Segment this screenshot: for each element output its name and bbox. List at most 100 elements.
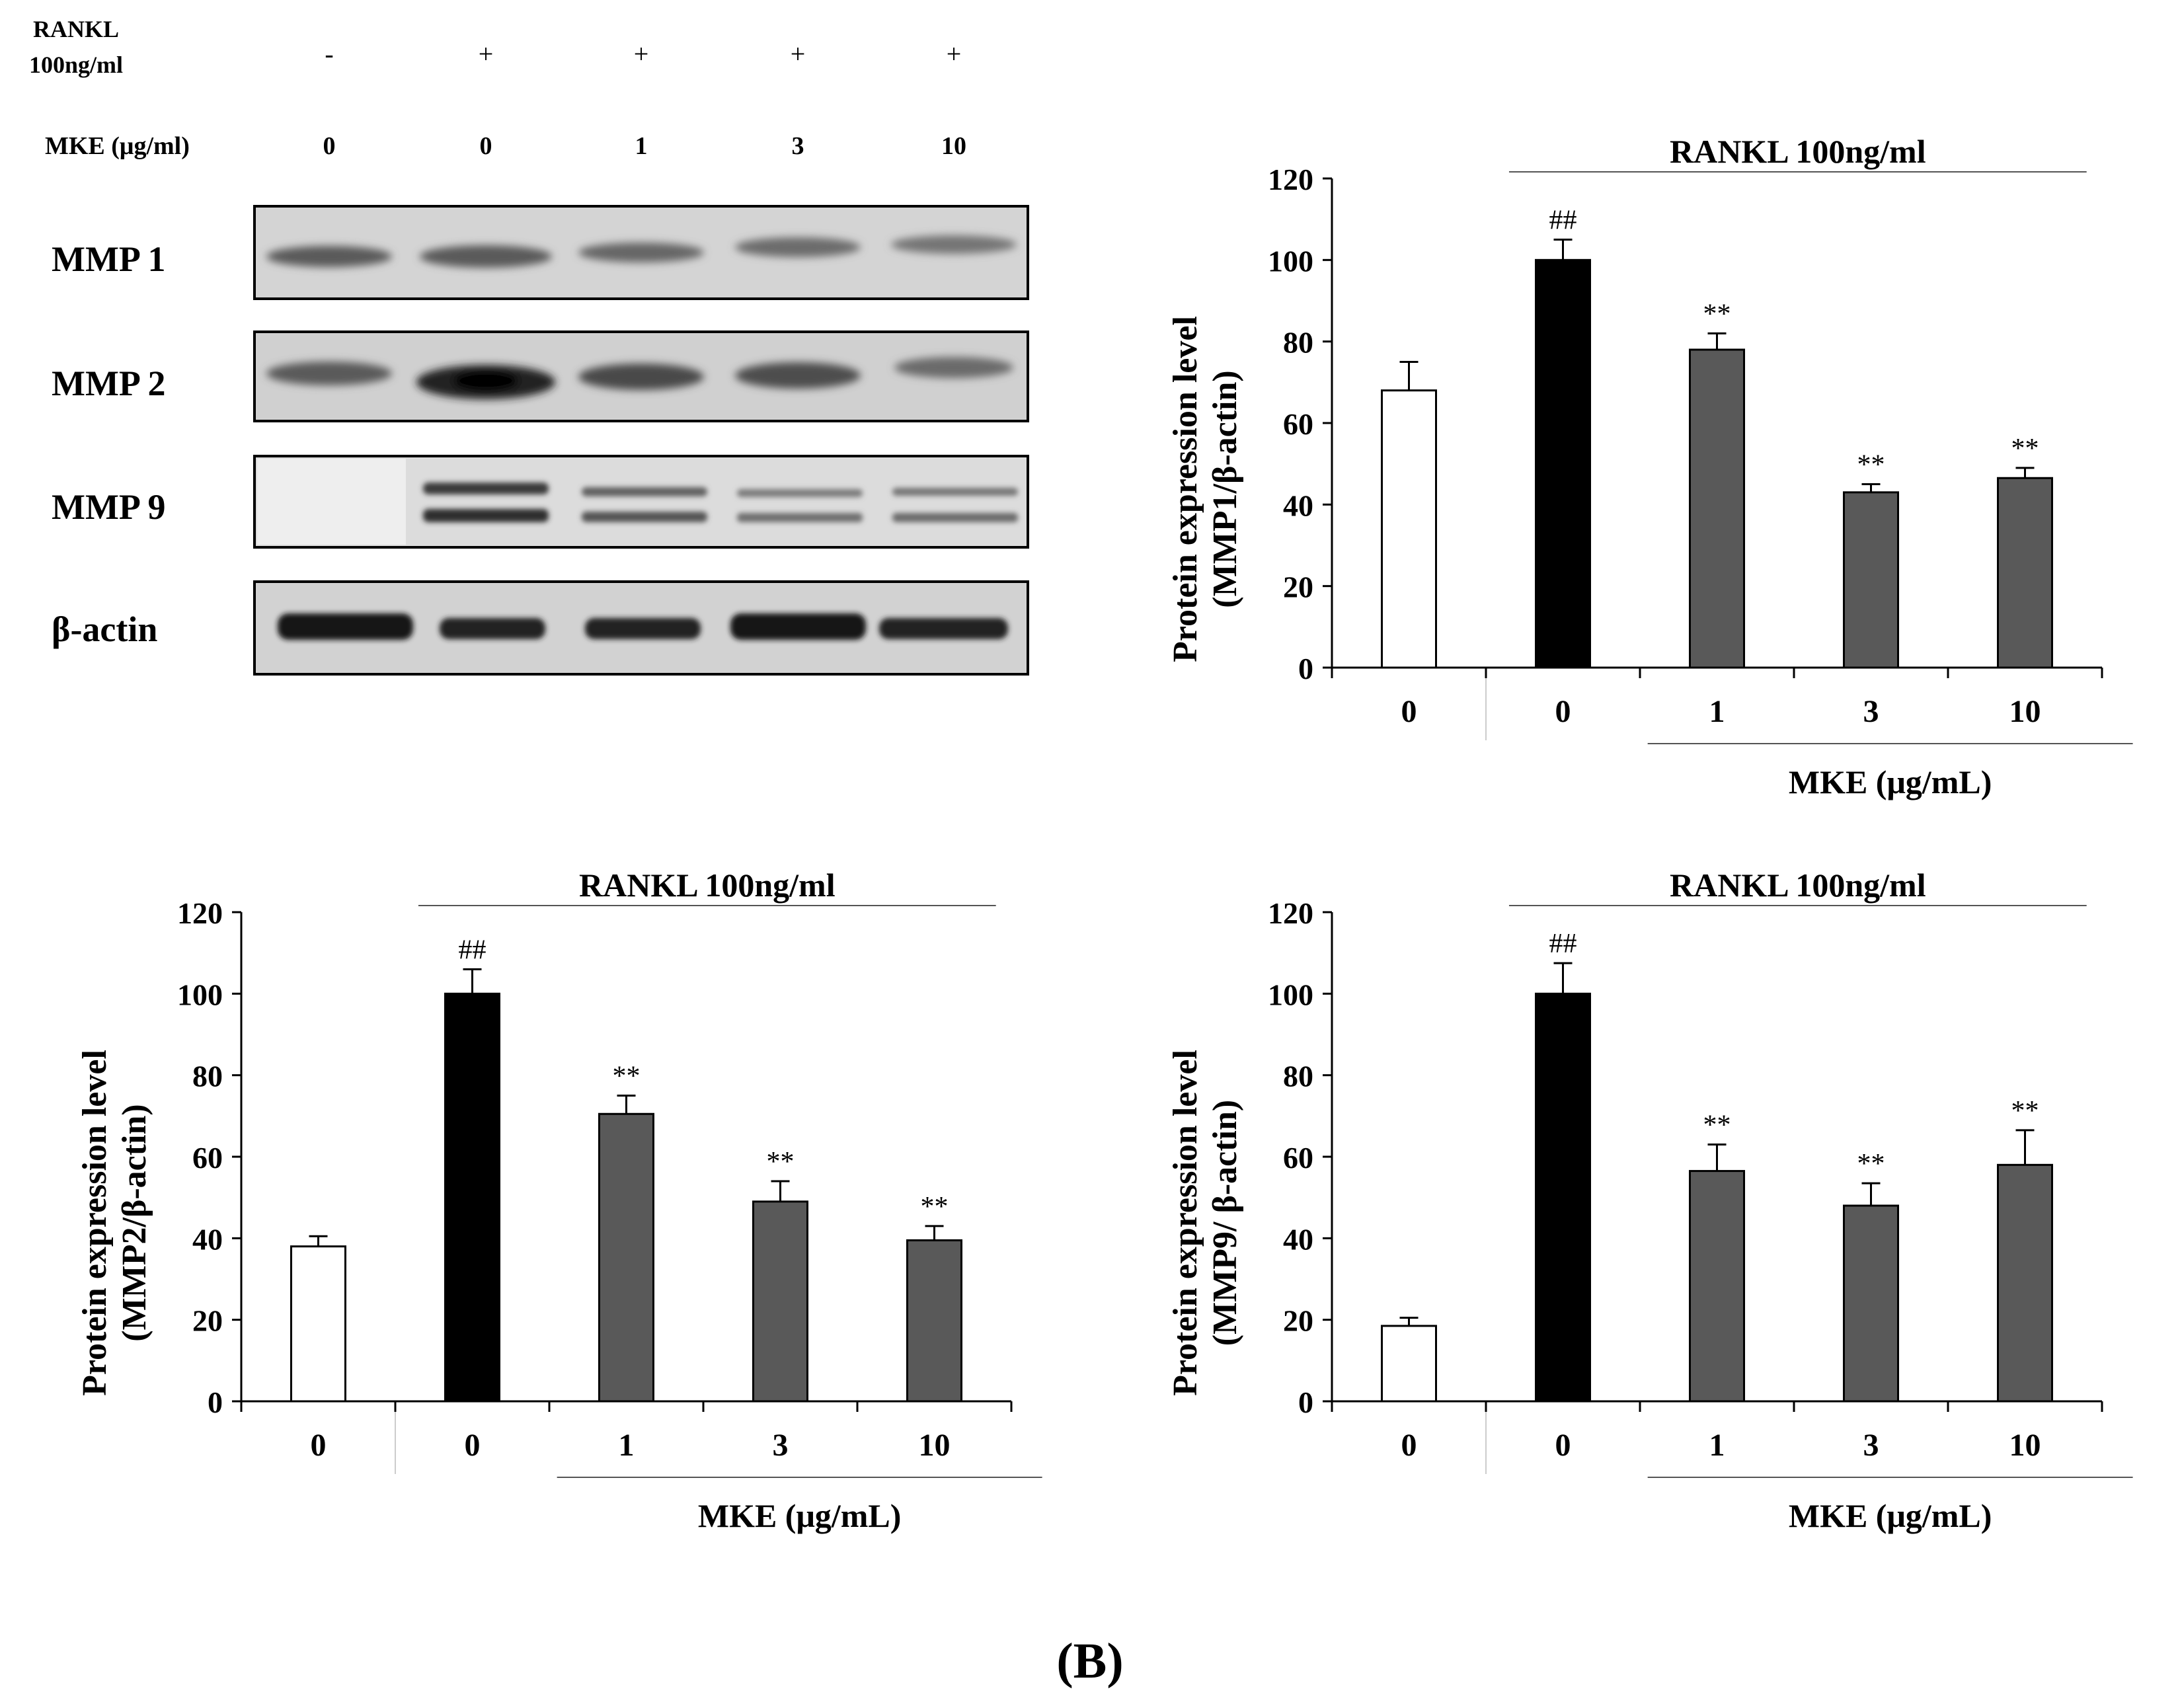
y-tick-label: 20 bbox=[1283, 1304, 1313, 1338]
y-tick-label: 80 bbox=[192, 1060, 223, 1093]
group-top-label: RANKL 100ng/ml bbox=[1670, 867, 1926, 904]
bar bbox=[752, 1200, 808, 1403]
y-tick-label: 120 bbox=[1268, 163, 1313, 196]
blot-row-label: MMP 1 bbox=[52, 239, 165, 279]
bar bbox=[444, 992, 500, 1403]
y-axis-subtitle: (MMP2/β-actin) bbox=[116, 1104, 153, 1341]
bar bbox=[290, 1245, 346, 1403]
x-tick-label: 0 bbox=[465, 1428, 481, 1463]
y-tick-label: 0 bbox=[208, 1385, 223, 1419]
significance-marker: ## bbox=[1549, 929, 1577, 959]
rankl-sign: - bbox=[325, 39, 333, 69]
rankl-concentration-label: 100ng/ml bbox=[29, 52, 123, 78]
x-tick-label: 0 bbox=[1555, 1428, 1571, 1463]
x-tick-label: 10 bbox=[2009, 694, 2041, 729]
x-tick-label: 0 bbox=[1401, 1428, 1417, 1463]
y-tick-label: 60 bbox=[1283, 1141, 1313, 1175]
x-tick-label: 1 bbox=[1709, 694, 1725, 729]
mmp2-bar-chart: Protein expression level (MMP2/β-actin) … bbox=[76, 867, 1042, 1534]
blot-row-label: β-actin bbox=[52, 609, 157, 649]
bar bbox=[1535, 992, 1591, 1403]
y-tick-label: 40 bbox=[192, 1222, 223, 1256]
mke-dose: 1 bbox=[635, 132, 648, 160]
significance-marker: ** bbox=[2011, 1096, 2039, 1126]
y-tick-label: 0 bbox=[1298, 1385, 1313, 1419]
rankl-sign: + bbox=[479, 39, 494, 69]
bar bbox=[1997, 477, 2053, 669]
blot-strip-mmp1 bbox=[253, 205, 1029, 300]
bar bbox=[1843, 1204, 1899, 1403]
y-axis-title: Protein expression level bbox=[1167, 316, 1204, 662]
x-tick-label: 10 bbox=[2009, 1428, 2041, 1463]
mmp9-bar-chart: Protein expression level (MMP9/ β-actin)… bbox=[1167, 867, 2133, 1534]
mke-dose: 0 bbox=[480, 132, 492, 160]
bar bbox=[1381, 1325, 1437, 1403]
x-tick-label: 0 bbox=[1555, 694, 1571, 729]
group-top-label: RANKL 100ng/ml bbox=[1670, 133, 1926, 170]
x-axis-title: MKE (μg/mL) bbox=[1789, 1497, 1992, 1534]
rankl-label: RANKL bbox=[33, 16, 119, 42]
significance-marker: ** bbox=[613, 1062, 641, 1092]
y-tick-label: 60 bbox=[1283, 407, 1313, 441]
bar bbox=[906, 1239, 962, 1403]
significance-marker: ## bbox=[459, 935, 487, 965]
x-tick-label: 3 bbox=[773, 1428, 789, 1463]
y-tick-label: 120 bbox=[177, 896, 223, 930]
significance-marker: ** bbox=[1857, 1149, 1885, 1179]
bar bbox=[1689, 348, 1745, 669]
rankl-sign: + bbox=[947, 39, 962, 69]
y-tick-label: 100 bbox=[1268, 978, 1313, 1011]
y-axis-subtitle: (MMP9/ β-actin) bbox=[1206, 1100, 1244, 1346]
x-tick-label: 0 bbox=[1401, 694, 1417, 729]
bar bbox=[1843, 491, 1899, 669]
mke-dose: 3 bbox=[792, 132, 804, 160]
panel-label: (B) bbox=[1056, 1633, 1124, 1689]
blot-row-label: MMP 9 bbox=[52, 487, 165, 527]
x-tick-label: 3 bbox=[1863, 1428, 1879, 1463]
y-tick-label: 60 bbox=[192, 1141, 223, 1175]
x-axis-title: MKE (μg/mL) bbox=[1789, 763, 1992, 800]
mke-dose: 0 bbox=[323, 132, 336, 160]
significance-marker: ** bbox=[2011, 434, 2039, 464]
y-tick-label: 100 bbox=[177, 978, 223, 1011]
bar bbox=[1535, 258, 1591, 669]
bar bbox=[1997, 1163, 2053, 1403]
x-tick-label: 0 bbox=[311, 1428, 327, 1463]
y-tick-label: 40 bbox=[1283, 1222, 1313, 1256]
x-tick-label: 1 bbox=[619, 1428, 635, 1463]
y-tick-label: 100 bbox=[1268, 244, 1313, 278]
y-tick-label: 80 bbox=[1283, 1060, 1313, 1093]
mmp1-bar-chart: Protein expression level (MMP1/β-actin) … bbox=[1167, 133, 2133, 800]
significance-marker: ## bbox=[1549, 206, 1577, 236]
bar bbox=[1381, 389, 1437, 669]
bar bbox=[1689, 1170, 1745, 1403]
significance-marker: ** bbox=[921, 1192, 949, 1222]
y-axis-subtitle: (MMP1/β-actin) bbox=[1206, 370, 1244, 607]
y-axis-title: Protein expression level bbox=[1167, 1050, 1204, 1396]
x-axis-title: MKE (μg/mL) bbox=[698, 1497, 901, 1534]
y-tick-label: 40 bbox=[1283, 488, 1313, 522]
blot-strip-beta-actin bbox=[253, 580, 1029, 676]
western-blot-panel: RANKL 100ng/ml - + + + + MKE (μg/ml) 0 0… bbox=[29, 16, 1029, 676]
y-tick-label: 20 bbox=[1283, 570, 1313, 604]
significance-marker: ** bbox=[767, 1147, 795, 1177]
x-tick-label: 1 bbox=[1709, 1428, 1725, 1463]
y-axis-title: Protein expression level bbox=[76, 1050, 114, 1396]
significance-marker: ** bbox=[1703, 1110, 1731, 1141]
x-tick-label: 10 bbox=[919, 1428, 951, 1463]
mke-dose: 10 bbox=[941, 132, 966, 160]
blot-row-label: MMP 2 bbox=[52, 364, 165, 403]
group-top-label: RANKL 100ng/ml bbox=[579, 867, 836, 904]
blot-strip-mmp9 bbox=[253, 455, 1029, 549]
y-tick-label: 120 bbox=[1268, 896, 1313, 930]
rankl-sign: + bbox=[634, 39, 649, 69]
y-tick-label: 20 bbox=[192, 1304, 223, 1338]
significance-marker: ** bbox=[1703, 299, 1731, 329]
y-tick-label: 80 bbox=[1283, 326, 1313, 360]
significance-marker: ** bbox=[1857, 450, 1885, 481]
x-tick-label: 3 bbox=[1863, 694, 1879, 729]
y-tick-label: 0 bbox=[1298, 652, 1313, 685]
blot-strip-mmp2 bbox=[253, 330, 1029, 422]
bar bbox=[598, 1112, 654, 1403]
mke-label: MKE (μg/ml) bbox=[45, 132, 190, 160]
